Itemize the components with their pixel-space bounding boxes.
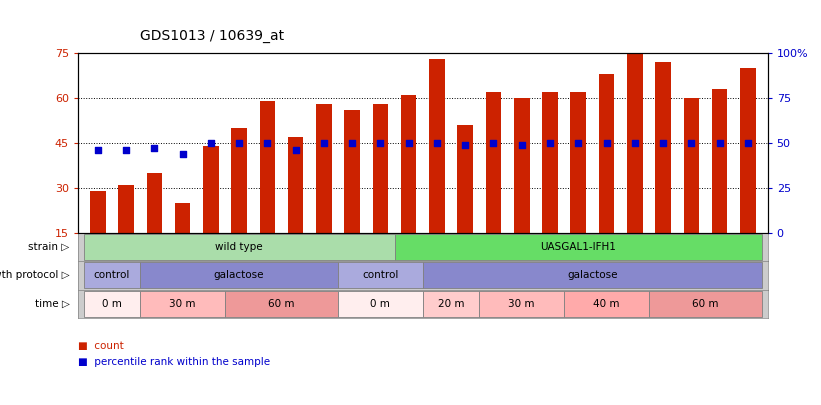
Bar — [140, 262, 338, 288]
Point — [176, 150, 189, 157]
Bar — [118, 185, 134, 278]
Bar — [395, 234, 762, 260]
Bar — [599, 74, 614, 278]
Bar — [90, 191, 106, 278]
Bar — [316, 104, 332, 278]
Bar — [373, 104, 388, 278]
Bar — [225, 291, 338, 317]
Text: UASGAL1-IFH1: UASGAL1-IFH1 — [540, 242, 617, 252]
Text: ■  count: ■ count — [78, 341, 124, 351]
Point — [148, 145, 161, 151]
Text: strain ▷: strain ▷ — [29, 242, 70, 252]
Bar — [740, 68, 755, 278]
Point — [459, 141, 472, 148]
Bar — [175, 203, 190, 278]
Point — [120, 147, 133, 153]
Bar — [423, 262, 762, 288]
Point — [685, 140, 698, 146]
Text: galactose: galactose — [567, 271, 617, 280]
Point — [261, 140, 274, 146]
Bar — [429, 59, 445, 278]
Bar — [288, 137, 304, 278]
Bar — [542, 92, 557, 278]
Bar — [712, 89, 727, 278]
Bar — [423, 291, 479, 317]
Bar — [203, 146, 218, 278]
Point — [487, 140, 500, 146]
Bar — [140, 291, 225, 317]
Point — [628, 140, 641, 146]
Point — [346, 140, 359, 146]
Bar — [479, 291, 564, 317]
Text: growth protocol ▷: growth protocol ▷ — [0, 271, 70, 280]
Text: galactose: galactose — [213, 271, 264, 280]
Bar — [564, 291, 649, 317]
Point — [374, 140, 387, 146]
Text: time ▷: time ▷ — [34, 299, 70, 309]
Bar — [457, 125, 473, 278]
Point — [600, 140, 613, 146]
Bar — [649, 291, 762, 317]
Text: ■  percentile rank within the sample: ■ percentile rank within the sample — [78, 358, 270, 367]
Bar — [84, 291, 140, 317]
Bar — [571, 92, 586, 278]
Bar — [684, 98, 699, 278]
Point — [318, 140, 331, 146]
Bar — [344, 110, 360, 278]
Point — [571, 140, 585, 146]
Bar — [146, 173, 162, 278]
Bar — [655, 62, 671, 278]
Bar — [232, 128, 247, 278]
Point — [657, 140, 670, 146]
Text: control: control — [94, 271, 130, 280]
Point — [515, 141, 528, 148]
Point — [402, 140, 415, 146]
Text: 20 m: 20 m — [438, 299, 465, 309]
Point — [204, 140, 218, 146]
Text: 0 m: 0 m — [370, 299, 390, 309]
Point — [713, 140, 726, 146]
Text: 0 m: 0 m — [102, 299, 122, 309]
Point — [289, 147, 302, 153]
Text: wild type: wild type — [215, 242, 263, 252]
Bar — [401, 95, 416, 278]
Bar — [514, 98, 530, 278]
Point — [430, 140, 443, 146]
Point — [232, 140, 245, 146]
Point — [741, 140, 754, 146]
Bar — [338, 262, 423, 288]
Bar — [627, 53, 643, 278]
Text: control: control — [362, 271, 399, 280]
Bar — [338, 291, 423, 317]
Text: 60 m: 60 m — [268, 299, 295, 309]
Bar — [486, 92, 502, 278]
Bar — [259, 101, 275, 278]
Point — [91, 147, 104, 153]
Point — [544, 140, 557, 146]
Text: 40 m: 40 m — [594, 299, 620, 309]
Bar — [84, 262, 140, 288]
Bar — [84, 234, 395, 260]
Text: 30 m: 30 m — [508, 299, 535, 309]
Text: 30 m: 30 m — [169, 299, 196, 309]
Text: GDS1013 / 10639_at: GDS1013 / 10639_at — [140, 28, 284, 43]
Text: 60 m: 60 m — [692, 299, 718, 309]
